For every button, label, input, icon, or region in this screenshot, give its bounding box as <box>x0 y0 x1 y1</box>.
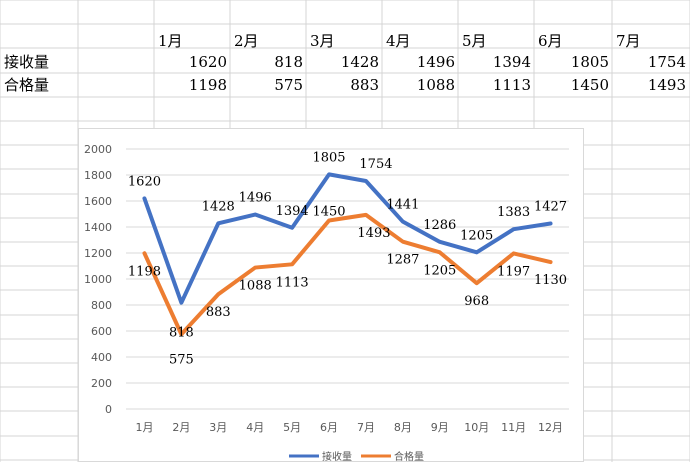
line-chart: 0 200 400 600 800 1000 1200 1400 1600 1800 2000 1月 2… <box>84 143 569 463</box>
value-cell[interactable]: 575 <box>274 76 303 94</box>
data-label: 1130 <box>534 273 567 288</box>
data-label: 1287 <box>386 253 419 268</box>
series-line[interactable] <box>142 172 553 305</box>
data-label: 575 <box>169 352 194 367</box>
value-cell[interactable]: 1620 <box>188 53 227 71</box>
data-label: 1088 <box>239 279 272 294</box>
data-label: 968 <box>464 294 489 309</box>
value-cell[interactable]: 1113 <box>492 76 531 94</box>
header-cell[interactable]: 5月 <box>462 32 487 50</box>
y-tick-label: 1400 <box>84 221 112 234</box>
row-label-cell[interactable]: 接收量 <box>4 53 50 71</box>
y-tick-label: 1800 <box>84 169 112 182</box>
x-tick-label: 9月 <box>431 421 449 434</box>
data-label: 1754 <box>359 157 392 172</box>
data-label: 1394 <box>276 204 309 219</box>
data-label: 1286 <box>423 218 456 233</box>
y-tick-label: 200 <box>91 377 112 390</box>
value-cell[interactable]: 1754 <box>647 53 686 71</box>
x-tick-label: 6月 <box>320 421 338 434</box>
data-label: 1496 <box>239 191 272 206</box>
line-chart-panel[interactable]: 0 200 400 600 800 1000 1200 1400 1600 1800 2000 1月 2… <box>78 128 584 463</box>
series-line[interactable] <box>142 212 553 337</box>
value-cell[interactable]: 1450 <box>570 76 609 94</box>
header-cell[interactable]: 2月 <box>234 32 259 50</box>
value-cell[interactable]: 1496 <box>416 53 455 71</box>
header-cell[interactable]: 7月 <box>616 32 641 50</box>
data-label: 1197 <box>497 264 530 279</box>
data-label: 1198 <box>128 264 161 279</box>
y-tick-label: 1200 <box>84 247 112 260</box>
legend-label: 合格量 <box>394 450 424 463</box>
x-tick-label: 4月 <box>246 421 264 434</box>
data-label: 1383 <box>497 205 530 220</box>
row-label-cell[interactable]: 合格量 <box>4 76 50 94</box>
value-cell[interactable]: 1493 <box>647 76 686 94</box>
y-tick-label: 400 <box>91 351 112 364</box>
header-cell[interactable]: 4月 <box>386 32 411 50</box>
value-cell[interactable]: 1088 <box>416 76 455 94</box>
x-tick-label: 5月 <box>283 421 301 434</box>
data-label: 1805 <box>312 150 345 165</box>
data-label: 1113 <box>276 275 309 290</box>
y-tick-label: 600 <box>91 325 112 338</box>
data-label: 818 <box>169 326 194 341</box>
x-tick-label: 11月 <box>501 421 526 434</box>
value-cell[interactable]: 1394 <box>492 53 531 71</box>
value-cell[interactable]: 1805 <box>570 53 609 71</box>
value-cell[interactable]: 883 <box>350 76 379 94</box>
header-cell[interactable]: 3月 <box>310 32 335 50</box>
y-tick-label: 0 <box>105 403 112 416</box>
x-tick-label: 8月 <box>394 421 412 434</box>
data-label: 1441 <box>386 198 419 213</box>
x-tick-label: 10月 <box>464 421 489 434</box>
header-cell[interactable]: 1月 <box>158 32 183 50</box>
y-tick-label: 1600 <box>84 195 112 208</box>
data-label: 1205 <box>460 228 493 243</box>
y-tick-label: 800 <box>91 299 112 312</box>
x-tick-label: 7月 <box>357 421 375 434</box>
data-label: 1428 <box>202 199 235 214</box>
data-label: 1427 <box>534 199 567 214</box>
y-tick-label: 1000 <box>84 273 112 286</box>
x-tick-label: 1月 <box>135 421 153 434</box>
data-label: 1205 <box>423 263 456 278</box>
data-label: 1450 <box>312 205 345 220</box>
y-tick-label: 2000 <box>84 143 112 156</box>
x-tick-label: 3月 <box>209 421 227 434</box>
value-cell[interactable]: 1198 <box>188 76 227 94</box>
legend-label: 接收量 <box>322 450 352 463</box>
header-cell[interactable]: 6月 <box>538 32 563 50</box>
value-cell[interactable]: 1428 <box>340 53 379 71</box>
data-label: 883 <box>206 305 231 320</box>
data-label: 1493 <box>357 226 390 241</box>
x-tick-label: 12月 <box>538 421 563 434</box>
value-cell[interactable]: 818 <box>274 53 303 71</box>
data-label: 1620 <box>128 174 161 189</box>
x-tick-label: 2月 <box>172 421 190 434</box>
